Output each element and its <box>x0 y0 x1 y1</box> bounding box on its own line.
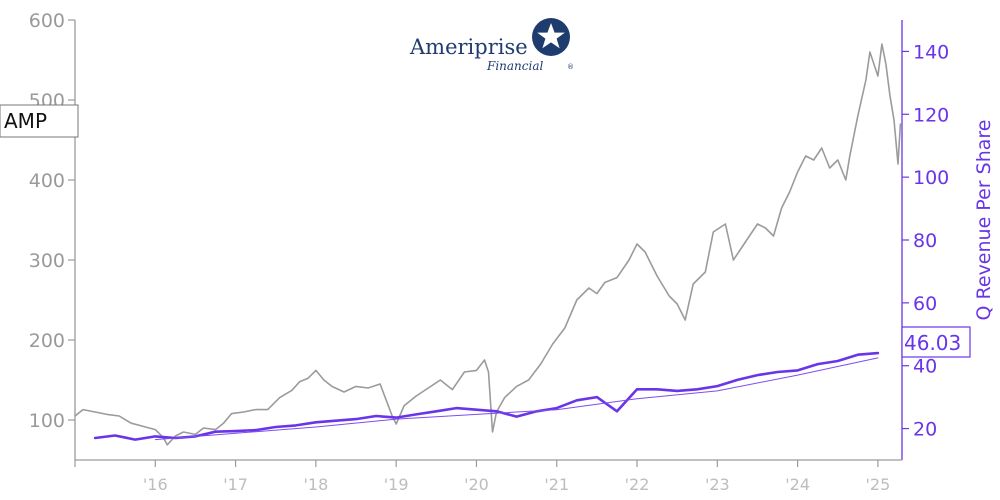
left-tick-label: 400 <box>29 170 65 192</box>
ticker-tag: AMP <box>0 104 79 138</box>
trend-line <box>154 357 879 441</box>
left-tick-label: 300 <box>29 250 65 272</box>
bottom-tick-label: '22 <box>625 475 650 494</box>
right-tick-label: 80 <box>913 230 937 252</box>
price-line <box>74 43 902 446</box>
left-tick-label: 600 <box>29 10 65 32</box>
last-value-label: 46.03 <box>904 331 961 355</box>
right-tick-label: 60 <box>913 293 937 315</box>
last-value-tag: 46.03 <box>901 326 971 358</box>
right-tick-label: 140 <box>913 41 949 63</box>
left-tick-label: 200 <box>29 330 65 352</box>
bottom-tick-label: '19 <box>384 475 409 494</box>
logo-sub: Financial <box>486 59 543 73</box>
bottom-tick-label: '24 <box>785 475 810 494</box>
right-tick-label: 40 <box>913 356 937 378</box>
bottom-tick-label: '18 <box>303 475 328 494</box>
bottom-tick-label: '20 <box>464 475 489 494</box>
bottom-tick-label: '25 <box>866 475 891 494</box>
revenue-line <box>93 351 880 441</box>
bottom-tick-label: '23 <box>705 475 730 494</box>
series-layer <box>74 43 902 446</box>
bottom-tick-label: '16 <box>143 475 168 494</box>
bottom-tick-label: '21 <box>544 475 569 494</box>
right-axis: 20 40 60 80 100 120 140 <box>901 20 949 460</box>
right-tick-label: 100 <box>913 167 949 189</box>
y-right-label: Q Revenue Per Share <box>973 120 995 321</box>
left-tick-label: 100 <box>29 410 65 432</box>
bottom-axis: '16 '17 '18 '19 '20 '21 '22 '23 '24 '25 <box>74 459 902 494</box>
logo-registered-mark: ® <box>567 63 574 71</box>
bottom-tick-label: '17 <box>223 475 248 494</box>
right-tick-label: 120 <box>913 104 949 126</box>
right-tick-label: 20 <box>913 419 937 441</box>
ticker-label: AMP <box>4 109 47 133</box>
star-emblem-icon <box>532 18 570 56</box>
logo-name: Ameriprise <box>409 35 528 59</box>
company-logo: Ameriprise Financial ® <box>409 18 574 73</box>
